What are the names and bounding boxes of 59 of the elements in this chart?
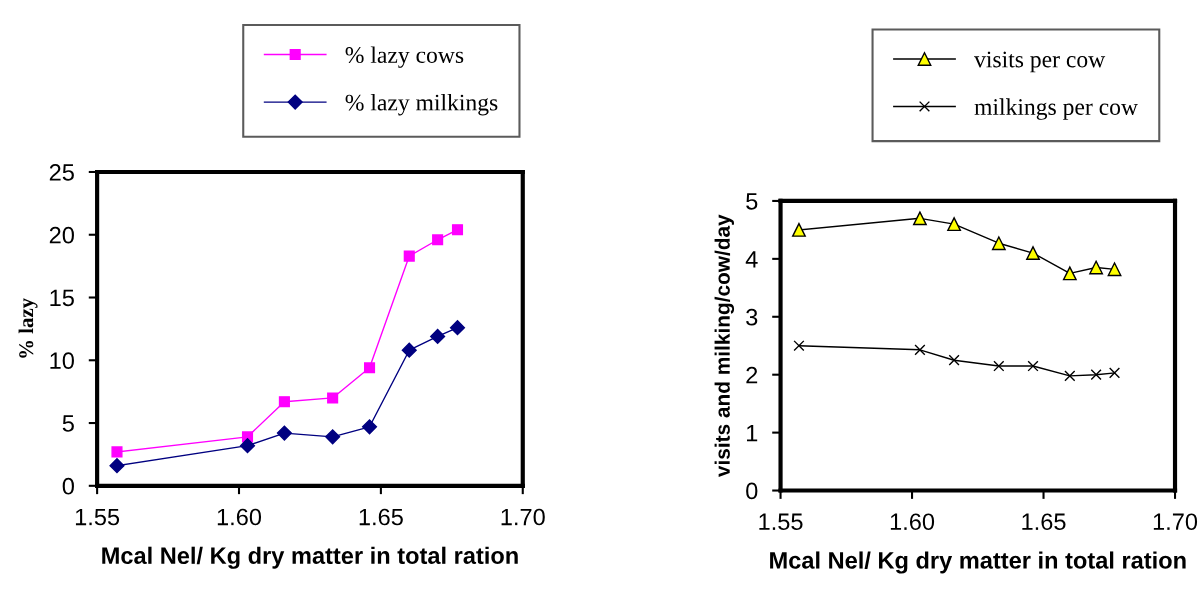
- legend-label: milkings per cow: [974, 98, 1138, 120]
- point: [109, 458, 125, 474]
- point: [1026, 246, 1040, 261]
- point: [239, 438, 256, 454]
- point: [914, 344, 926, 356]
- point: [276, 425, 292, 441]
- point: [401, 342, 417, 358]
- y-tick-label: 15: [50, 289, 74, 307]
- y-tick-label: 20: [49, 226, 74, 244]
- point: [1027, 360, 1039, 372]
- point: [947, 217, 962, 232]
- point: [111, 446, 123, 458]
- point: [361, 419, 378, 435]
- x-tick-label: 1.65: [359, 508, 403, 526]
- point: [278, 396, 290, 408]
- point: [1107, 262, 1122, 277]
- y-tick-label: 25: [49, 164, 74, 181]
- point: [403, 250, 415, 262]
- point: [449, 320, 466, 336]
- point: [991, 236, 1006, 251]
- y-tick-label: 3: [746, 308, 758, 326]
- x-tick-label: 1.60: [890, 513, 935, 531]
- point: [451, 224, 464, 236]
- x-tick-label: 1.70: [1153, 513, 1198, 531]
- legend-label: % lazy milkings: [345, 93, 498, 116]
- legend-label: visits per cow: [974, 51, 1106, 73]
- y-tick-label: 1: [747, 424, 758, 442]
- point: [327, 392, 339, 404]
- point: [1089, 260, 1104, 275]
- point: [792, 222, 806, 237]
- point: [948, 354, 960, 366]
- x-axis-title: Mcal Nel/ Kg dry matter in total ration: [102, 546, 518, 569]
- x-tick-label: 1.60: [217, 508, 262, 526]
- point: [1064, 370, 1076, 382]
- x-axis-title: Mcal Nel/ Kg dry matter in total ration: [770, 551, 1186, 574]
- y-tick-label: 5: [62, 415, 74, 432]
- y-tick-label: 5: [746, 193, 758, 210]
- point: [1062, 266, 1077, 281]
- y-axis-title: % lazy: [18, 298, 38, 358]
- y-axis-title: visits and milking/cow/day: [714, 214, 735, 478]
- x-tick-label: 1.65: [1022, 513, 1066, 531]
- point: [432, 234, 444, 246]
- y-tick-label: 0: [62, 477, 74, 495]
- point: [430, 328, 446, 344]
- point: [912, 211, 927, 226]
- legend-label: % lazy cows: [345, 46, 464, 68]
- x-tick-label: 1.70: [501, 508, 545, 526]
- point: [1108, 367, 1121, 379]
- point: [793, 340, 805, 352]
- y-tick-label: 2: [746, 366, 758, 384]
- point: [993, 360, 1005, 372]
- y-tick-label: 0: [746, 482, 758, 500]
- x-tick-label: 1.55: [759, 513, 803, 531]
- point: [325, 429, 341, 445]
- point: [1090, 369, 1102, 381]
- y-tick-label: 4: [745, 251, 758, 268]
- x-tick-label: 1.55: [75, 508, 120, 526]
- y-tick-label: 10: [50, 352, 74, 370]
- point: [363, 362, 376, 374]
